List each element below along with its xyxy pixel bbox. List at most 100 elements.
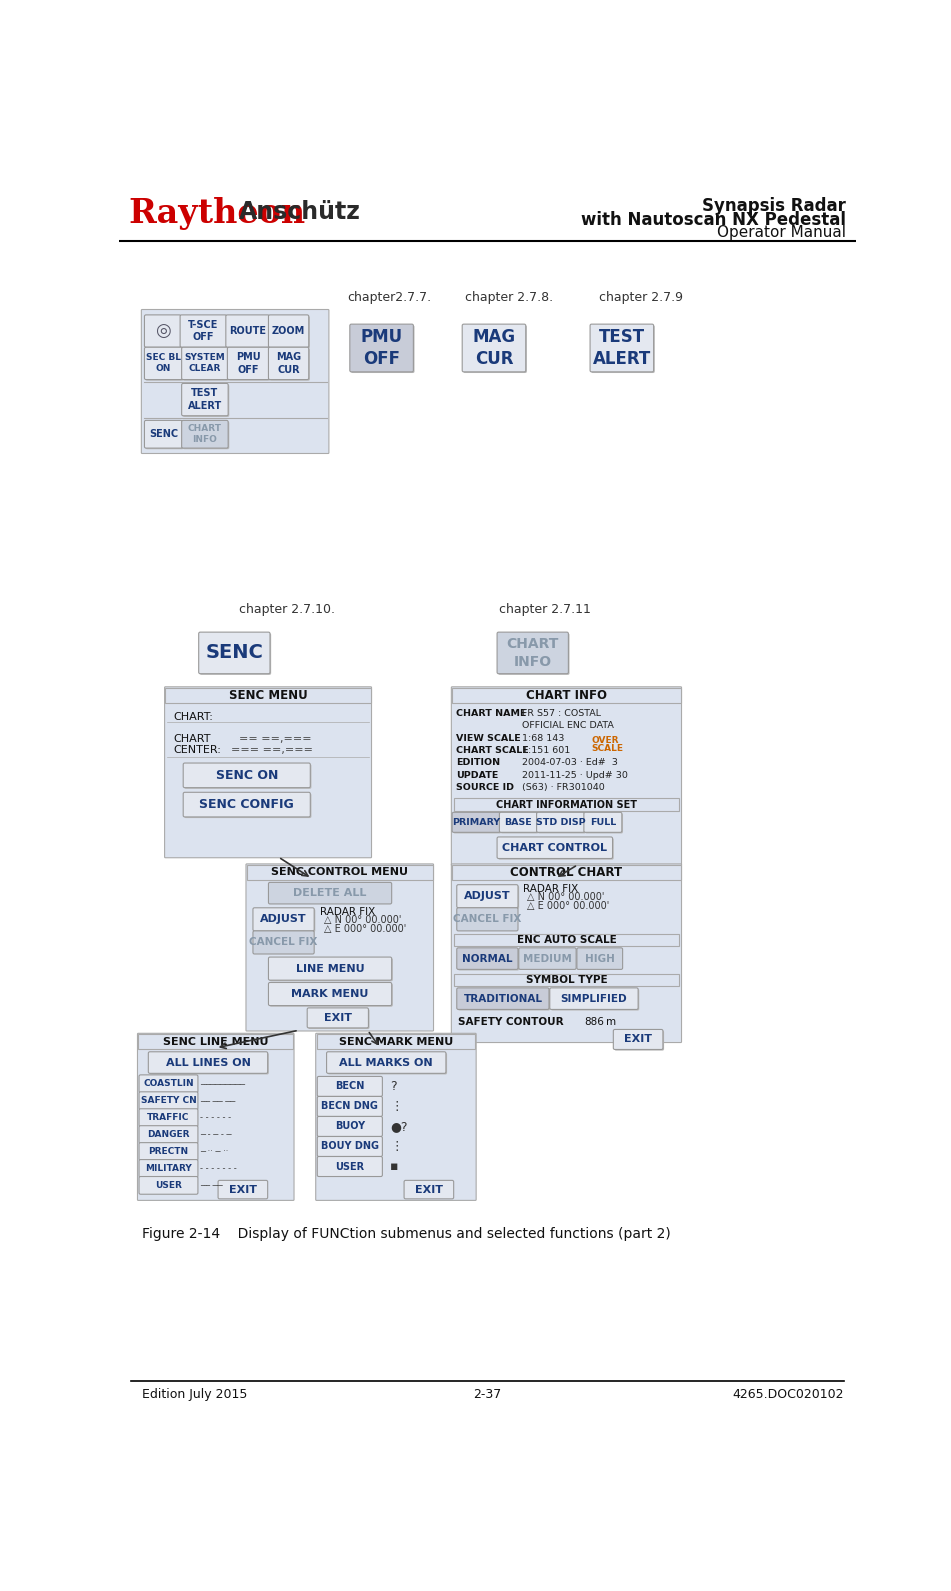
Text: USER: USER [155, 1181, 182, 1190]
Text: ◎: ◎ [155, 321, 170, 340]
Text: m: m [606, 1017, 615, 1028]
Text: ─────────: ───────── [201, 1080, 245, 1088]
Text: VIEW SCALE: VIEW SCALE [456, 733, 521, 743]
Text: TEST
ALERT: TEST ALERT [187, 388, 222, 410]
FancyBboxPatch shape [613, 1029, 663, 1050]
Text: CHART: CHART [173, 733, 210, 743]
FancyBboxPatch shape [318, 1117, 382, 1136]
Text: LINE MENU: LINE MENU [296, 964, 364, 974]
FancyBboxPatch shape [350, 325, 414, 372]
FancyBboxPatch shape [458, 948, 519, 971]
Text: NORMAL: NORMAL [462, 953, 513, 964]
Text: RADAR FIX: RADAR FIX [523, 885, 578, 894]
FancyBboxPatch shape [326, 1052, 446, 1074]
Text: SAFETY CN: SAFETY CN [141, 1096, 196, 1106]
FancyBboxPatch shape [500, 813, 538, 834]
FancyBboxPatch shape [200, 633, 271, 675]
Text: CONTROL CHART: CONTROL CHART [511, 866, 623, 878]
FancyBboxPatch shape [218, 1181, 267, 1200]
FancyBboxPatch shape [270, 958, 393, 982]
Text: SYMBOL TYPE: SYMBOL TYPE [526, 975, 608, 985]
Text: PMU
OFF: PMU OFF [236, 352, 261, 374]
FancyBboxPatch shape [268, 347, 309, 380]
FancyBboxPatch shape [318, 1136, 382, 1157]
FancyBboxPatch shape [268, 315, 309, 347]
Text: ⋮: ⋮ [390, 1141, 402, 1153]
Text: with Nautoscan NX Pedestal: with Nautoscan NX Pedestal [581, 212, 845, 229]
Text: PRIMARY: PRIMARY [452, 818, 500, 827]
Text: PRECTN: PRECTN [148, 1147, 188, 1157]
Text: EDITION: EDITION [456, 759, 500, 767]
FancyBboxPatch shape [139, 1126, 198, 1144]
Text: EXIT: EXIT [229, 1185, 257, 1195]
Text: ── ── ──: ── ── ── [201, 1096, 236, 1106]
FancyBboxPatch shape [497, 632, 569, 673]
FancyBboxPatch shape [452, 687, 682, 866]
FancyBboxPatch shape [584, 813, 622, 832]
Text: MEDIUM: MEDIUM [523, 953, 572, 964]
Text: SENC: SENC [149, 430, 178, 439]
Text: EXIT: EXIT [624, 1034, 652, 1044]
Text: DANGER: DANGER [147, 1130, 190, 1139]
Text: △ N 00° 00.000': △ N 00° 00.000' [527, 893, 605, 902]
Bar [454, 799, 679, 811]
FancyBboxPatch shape [328, 1053, 447, 1074]
FancyBboxPatch shape [199, 632, 270, 673]
Text: FR S57 : COSTAL: FR S57 : COSTAL [522, 710, 601, 718]
FancyBboxPatch shape [139, 1142, 198, 1160]
FancyBboxPatch shape [270, 983, 393, 1007]
Bar [246, 864, 433, 880]
Text: === ==,===: === ==,=== [231, 745, 313, 756]
FancyBboxPatch shape [268, 983, 392, 1006]
Text: CHART:: CHART: [173, 713, 213, 722]
FancyBboxPatch shape [318, 1096, 382, 1117]
Text: MARK MENU: MARK MENU [291, 990, 369, 999]
FancyBboxPatch shape [246, 864, 434, 1031]
Text: MAG
CUR: MAG CUR [276, 352, 301, 374]
Text: chapter 2.7.11: chapter 2.7.11 [498, 603, 591, 616]
Text: OVER: OVER [592, 737, 619, 745]
FancyBboxPatch shape [184, 792, 310, 816]
Text: Anschütz: Anschütz [239, 200, 360, 224]
FancyBboxPatch shape [458, 990, 551, 1010]
Text: - - - - - - -: - - - - - - - [201, 1165, 237, 1173]
Text: ⋮: ⋮ [390, 1099, 402, 1114]
Text: SCALE: SCALE [592, 743, 624, 753]
Text: EXIT: EXIT [323, 1013, 352, 1023]
FancyBboxPatch shape [227, 317, 270, 348]
Text: SYSTEM
CLEAR: SYSTEM CLEAR [184, 353, 225, 374]
Text: SENC CONTROL MENU: SENC CONTROL MENU [271, 867, 408, 877]
FancyBboxPatch shape [308, 1009, 370, 1029]
Text: ALL MARKS ON: ALL MARKS ON [340, 1058, 433, 1068]
FancyBboxPatch shape [498, 633, 570, 675]
FancyBboxPatch shape [142, 310, 329, 453]
FancyBboxPatch shape [139, 1076, 198, 1093]
FancyBboxPatch shape [592, 325, 655, 372]
Text: BECN: BECN [335, 1082, 364, 1091]
Text: ?: ? [390, 1080, 397, 1093]
Bar [452, 864, 681, 880]
FancyBboxPatch shape [318, 1157, 382, 1176]
FancyBboxPatch shape [184, 794, 312, 818]
FancyBboxPatch shape [139, 1176, 198, 1195]
Text: STD DISP: STD DISP [535, 818, 586, 827]
Text: == ==,===: == ==,=== [239, 733, 312, 743]
Text: 1:68 143: 1:68 143 [522, 733, 564, 743]
Text: chapter 2.7.9: chapter 2.7.9 [599, 291, 684, 304]
FancyBboxPatch shape [270, 348, 310, 380]
Text: △ E 000° 00.000': △ E 000° 00.000' [324, 924, 406, 934]
Text: ADJUST: ADJUST [464, 891, 511, 901]
Text: ▪: ▪ [390, 1160, 398, 1173]
Text: CHART CONTROL: CHART CONTROL [502, 843, 608, 853]
FancyBboxPatch shape [463, 325, 527, 372]
FancyBboxPatch shape [497, 837, 612, 859]
FancyBboxPatch shape [225, 315, 269, 347]
FancyBboxPatch shape [316, 1033, 476, 1200]
Text: Raytheon: Raytheon [128, 197, 305, 231]
Text: SENC LINE MENU: SENC LINE MENU [163, 1037, 268, 1047]
Text: 886: 886 [584, 1017, 604, 1028]
Text: Synapsis Radar: Synapsis Radar [702, 197, 845, 215]
Text: HIGH: HIGH [585, 953, 614, 964]
FancyBboxPatch shape [145, 420, 183, 449]
Text: CHART INFO: CHART INFO [526, 689, 607, 702]
